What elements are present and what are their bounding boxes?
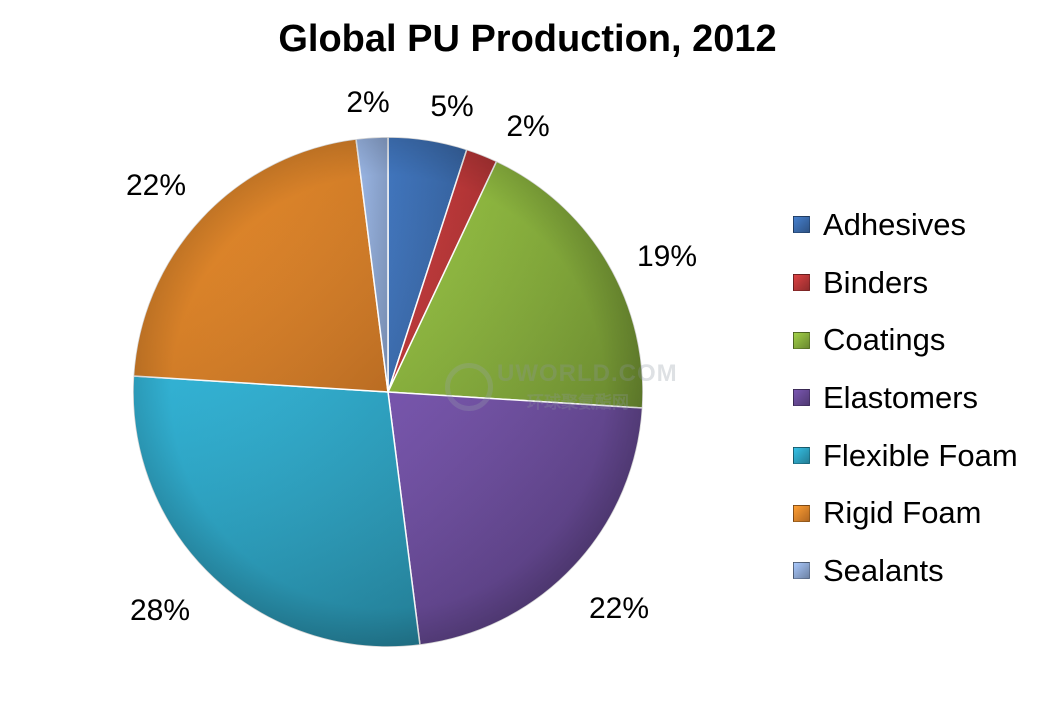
chart-legend: Adhesives Binders Coatings Elastomers Flexib…: [793, 196, 1018, 600]
legend-item-coatings: Coatings: [793, 311, 1018, 369]
legend-label-binders: Binders: [823, 264, 929, 300]
legend-item-elastomers: Elastomers: [793, 369, 1018, 427]
legend-item-flexible-foam: Flexible Foam: [793, 427, 1018, 485]
chart-title: Global PU Production, 2012: [278, 18, 777, 60]
legend-label-flexible-foam: Flexible Foam: [823, 437, 1018, 473]
legend-label-coatings: Coatings: [823, 322, 946, 358]
pie-labels: 5% 2% 19% 22% 28% 22% 2%: [126, 86, 697, 627]
legend-swatch-binders: [793, 274, 810, 292]
legend-swatch-rigid-foam: [793, 504, 810, 522]
legend-swatch-flexible-foam: [793, 447, 810, 465]
legend-item-sealants: Sealants: [793, 542, 1018, 600]
legend-label-sealants: Sealants: [823, 552, 944, 588]
pie-slices: [132, 136, 644, 648]
legend-swatch-sealants: [793, 562, 810, 580]
legend-label-rigid-foam: Rigid Foam: [823, 495, 982, 531]
legend-item-rigid-foam: Rigid Foam: [793, 484, 1018, 542]
legend-swatch-elastomers: [793, 389, 810, 407]
data-label-binders: 2%: [506, 110, 549, 143]
data-label-rigid-foam: 22%: [126, 169, 186, 202]
data-label-coatings: 19%: [637, 240, 697, 273]
legend-label-elastomers: Elastomers: [823, 379, 979, 415]
data-label-sealants: 2%: [346, 86, 389, 119]
legend-swatch-adhesives: [793, 216, 810, 234]
legend-item-binders: Binders: [793, 254, 1018, 312]
legend-label-adhesives: Adhesives: [823, 206, 967, 242]
data-label-adhesives: 5%: [430, 90, 473, 123]
data-label-elastomers: 22%: [589, 592, 649, 625]
legend-item-adhesives: Adhesives: [793, 196, 1018, 254]
data-label-flexible-foam: 28%: [130, 594, 190, 627]
legend-swatch-coatings: [793, 331, 810, 349]
